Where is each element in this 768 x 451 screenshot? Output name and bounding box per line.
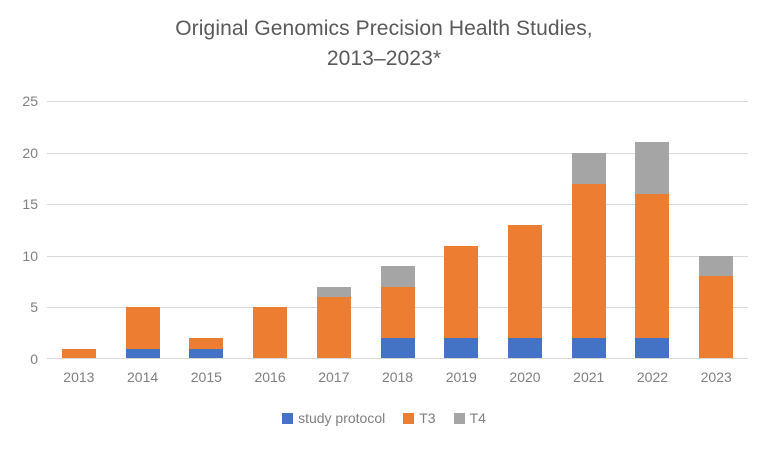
bar-stack [125, 307, 160, 359]
bar-group-2016[interactable] [238, 101, 302, 359]
legend-label: study protocol [298, 410, 386, 426]
bar-segment-study-protocol[interactable] [125, 348, 160, 359]
bar-group-2023[interactable] [684, 101, 748, 359]
legend-label: T3 [419, 410, 436, 426]
legend-swatch-icon [453, 412, 465, 424]
bar-stack [61, 348, 96, 359]
x-axis-tick-label: 2018 [381, 369, 414, 385]
bar-group-2021[interactable] [557, 101, 621, 359]
plot-area [47, 101, 748, 359]
bar-stack [571, 152, 606, 359]
bar-segment-t3[interactable] [635, 193, 670, 339]
x-axis-tick-label: 2014 [127, 369, 159, 385]
bar-stack [444, 245, 479, 359]
x-axis-tick-label: 2017 [318, 369, 350, 385]
x-axis-tick-label: 2013 [63, 369, 95, 385]
legend-swatch-icon [403, 412, 415, 424]
legend-item-t4[interactable]: T4 [453, 410, 486, 426]
bar-segment-t3[interactable] [253, 307, 288, 359]
x-axis-tick-labels: 2013 2014 2015 2016 2017 2018 2019 2020 2021 2022… [47, 368, 748, 386]
bar-group-2019[interactable] [429, 101, 493, 359]
bar-segment-t3[interactable] [316, 297, 351, 359]
bar-segment-t3[interactable] [61, 348, 96, 359]
x-axis-tick-label: 2023 [700, 369, 732, 385]
legend-item-t3[interactable]: T3 [403, 410, 436, 426]
bar-group-2013[interactable] [47, 101, 111, 359]
bar-stack [253, 307, 288, 359]
bar-stack [635, 142, 670, 359]
bar-group-2018[interactable] [366, 101, 430, 359]
bar-segment-t4[interactable] [571, 152, 606, 184]
y-axis-tick-labels: 0 5 10 15 20 25 [0, 94, 38, 366]
bar-stack [508, 224, 542, 359]
x-axis-tick-label: 2016 [254, 369, 286, 385]
legend-label: T4 [469, 410, 486, 426]
x-axis-tick-label: 2021 [573, 369, 605, 385]
y-axis-tick-label: 15 [22, 196, 38, 213]
bar-stack [316, 286, 351, 359]
bar-segment-t3[interactable] [380, 286, 415, 339]
bar-group-2015[interactable] [174, 101, 238, 359]
x-axis-tick-label: 2020 [509, 369, 541, 385]
bar-segment-t3[interactable] [125, 307, 160, 349]
legend-item-study-protocol[interactable]: study protocol [282, 410, 385, 426]
bar-segment-study-protocol[interactable] [444, 338, 479, 359]
bar-series-group [47, 101, 748, 359]
bar-group-2014[interactable] [111, 101, 175, 359]
x-axis-tick-label: 2022 [636, 369, 669, 385]
y-axis-tick-label: 0 [30, 351, 38, 367]
gridline [47, 152, 748, 154]
y-axis-tick-label: 25 [22, 93, 38, 109]
bar-segment-t3[interactable] [444, 245, 479, 339]
bar-stack [380, 266, 415, 359]
y-axis-tick-label: 5 [30, 299, 38, 316]
bar-group-2017[interactable] [302, 101, 366, 359]
bar-segment-t4[interactable] [635, 142, 670, 194]
chart-title-line-2: 2013–2023* [326, 47, 442, 70]
chart-title-line-1: Original Genomics Precision Health Studi… [175, 17, 593, 40]
x-axis-tick-label: 2015 [190, 369, 222, 385]
y-axis-tick-label: 20 [22, 144, 38, 161]
bar-segment-t3[interactable] [699, 276, 734, 359]
bar-segment-study-protocol[interactable] [380, 338, 415, 359]
bar-segment-t3[interactable] [189, 338, 224, 349]
bar-segment-study-protocol[interactable] [571, 338, 606, 359]
x-axis-tick-label: 2019 [445, 369, 477, 385]
bar-stack [699, 255, 734, 359]
bar-segment-t3[interactable] [508, 224, 542, 339]
bar-segment-study-protocol[interactable] [189, 348, 224, 359]
bar-stack [189, 338, 224, 359]
legend-swatch-icon [282, 412, 294, 424]
bar-segment-study-protocol[interactable] [635, 338, 670, 359]
bar-group-2020[interactable] [493, 101, 557, 359]
bar-segment-t3[interactable] [571, 183, 606, 339]
gridline [47, 255, 748, 257]
bar-segment-study-protocol[interactable] [508, 338, 542, 359]
x-axis-line [47, 358, 748, 359]
chart-legend: study protocol T3 T4 [0, 410, 768, 426]
gridline [47, 204, 748, 206]
chart-title: Original Genomics Precision Health Studi… [0, 14, 768, 74]
bar-group-2022[interactable] [621, 101, 685, 359]
y-axis-tick-label: 10 [22, 247, 38, 264]
bar-segment-t4[interactable] [316, 286, 351, 298]
bar-segment-t4[interactable] [380, 266, 415, 287]
bar-segment-t4[interactable] [699, 255, 734, 277]
gridline [47, 101, 748, 102]
